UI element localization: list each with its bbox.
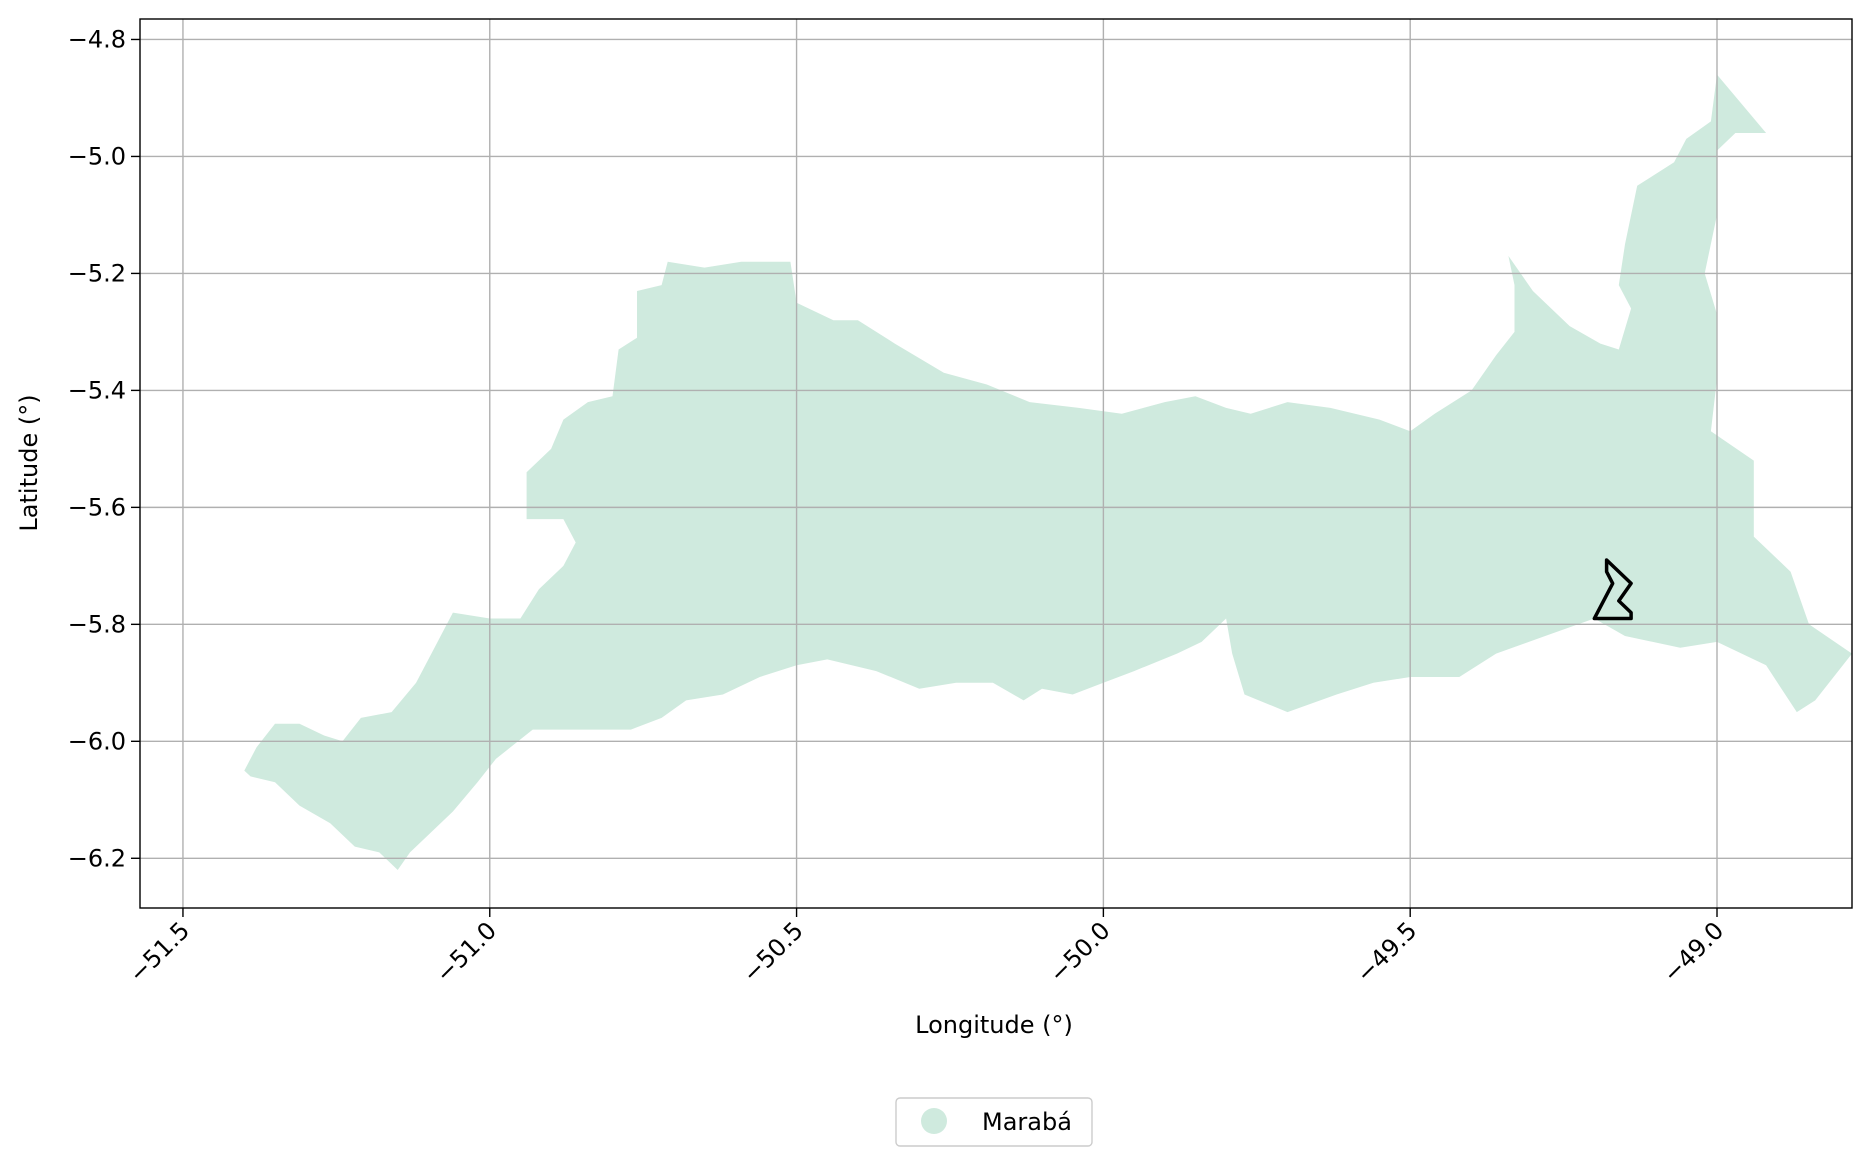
y-axis-label: Latitude (°)	[15, 394, 43, 531]
axes-frame	[139, 18, 1853, 909]
highlighted-outline[interactable]	[1592, 558, 1633, 621]
legend-box	[895, 1097, 1093, 1147]
y-tick-label: −6.0	[68, 727, 126, 755]
legend-label: Marabá	[982, 1108, 1072, 1136]
legend-marker	[921, 1108, 947, 1134]
y-tick-label: −6.2	[68, 844, 126, 872]
plot-area	[139, 18, 1853, 909]
x-axis-label: Longitude (°)	[915, 1011, 1073, 1039]
y-axis-ticks: −4.8 −5.0 −5.2 −5.4 −5.6 −5.8 −6.0 −6.2	[68, 25, 140, 872]
y-tick-label: −5.6	[68, 493, 126, 521]
y-tick-label: −5.4	[68, 376, 126, 404]
region-polygon-maraba[interactable]	[244, 74, 1852, 871]
y-tick-label: −4.8	[68, 25, 126, 53]
legend: Marabá	[895, 1097, 1093, 1147]
y-tick-label: −5.2	[68, 259, 126, 287]
y-tick-label: −5.8	[68, 610, 126, 638]
grid-lines	[140, 19, 1852, 908]
y-tick-label: −5.0	[68, 142, 126, 170]
